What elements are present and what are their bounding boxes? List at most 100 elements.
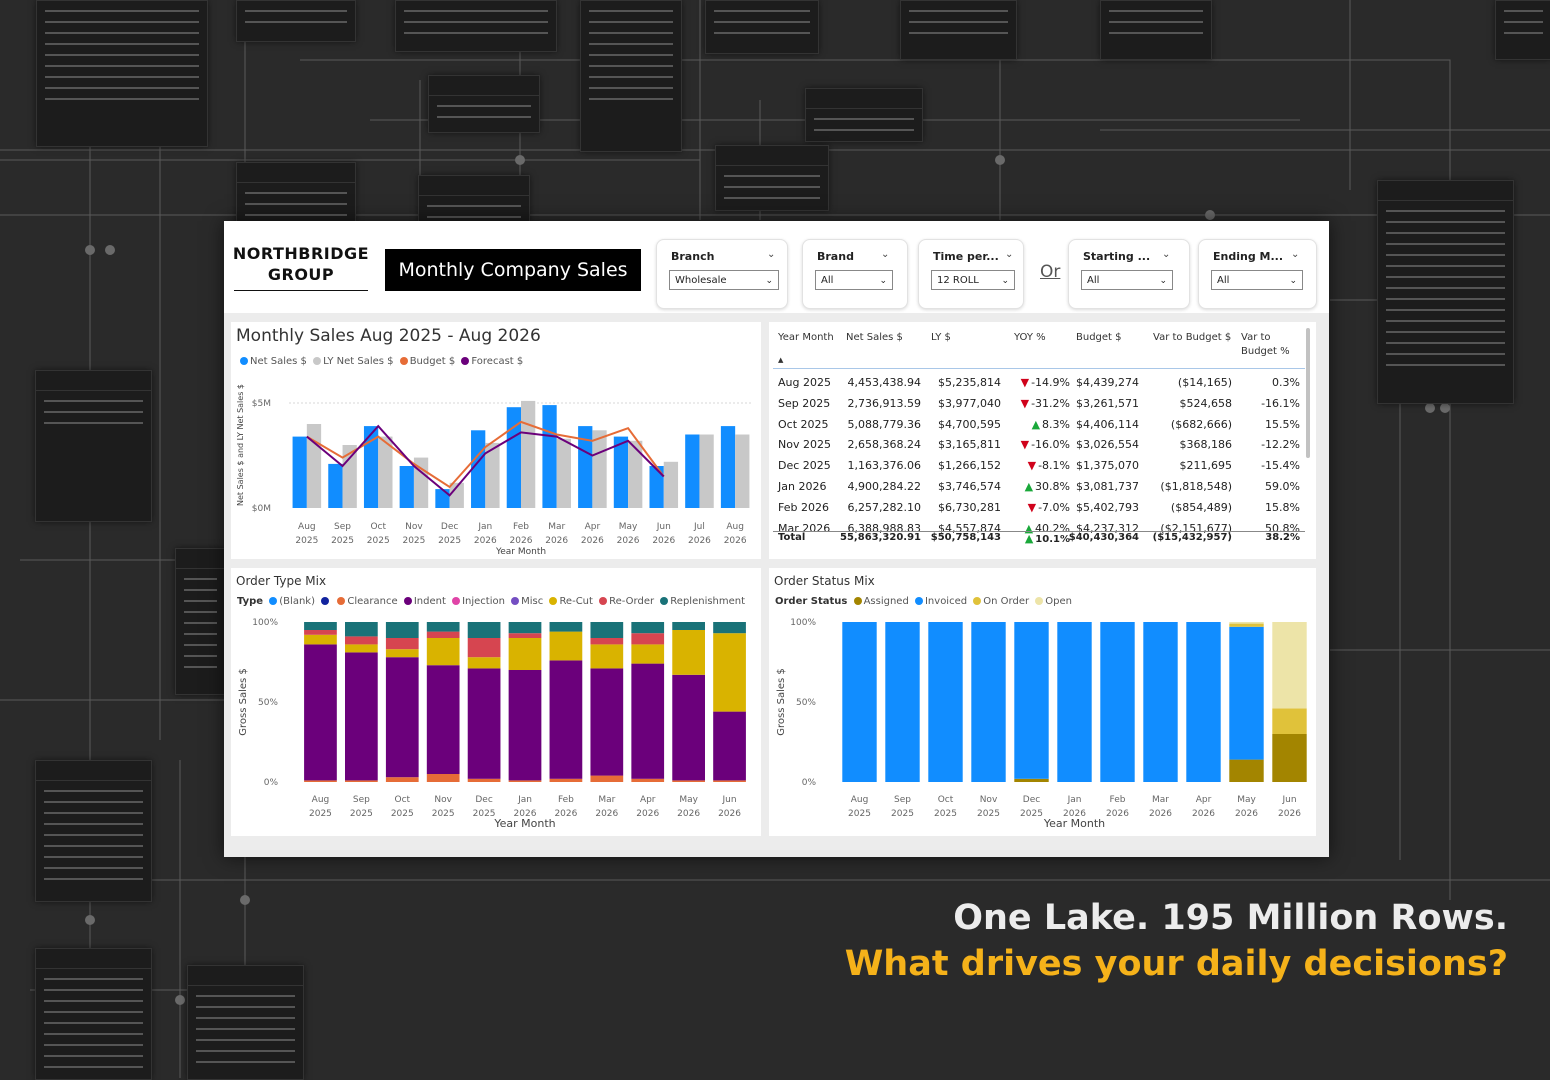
legend-item[interactable]: Budget $: [409, 356, 456, 367]
sort-ascending-icon[interactable]: ▲: [778, 356, 784, 364]
bar-segment-clearance: [304, 780, 337, 782]
column-header[interactable]: Year Month: [778, 332, 834, 343]
legend-dot: [240, 357, 248, 365]
legend-item[interactable]: Misc: [521, 596, 544, 607]
x-tick-label: Oct: [938, 795, 954, 805]
legend-item[interactable]: Forecast $: [471, 356, 524, 367]
table-row[interactable]: Jan 2026 4,900,284.22 $3,746,574 ▲ 30.8% $3,0…: [773, 476, 1305, 496]
header-divider: [773, 368, 1305, 369]
slicer-branch[interactable]: Branch ⌄ Wholesale ⌄: [656, 239, 788, 309]
bar-segment-on-order: [1272, 708, 1307, 734]
x-tick-label: 2026: [1192, 809, 1215, 819]
slicer-starting-month[interactable]: Starting ... ⌄ All ⌄: [1068, 239, 1190, 309]
bar-segment-replenishment: [590, 622, 624, 638]
order-status-plot: 0% 50% 100% Gross Sales $ Aug 2025 Sep 2025 Oct 2…: [776, 618, 1307, 830]
bar-net-sales: [613, 436, 629, 508]
table-cell: Jan 2026: [778, 480, 827, 493]
column-header[interactable]: Var to Budget $: [1153, 332, 1232, 343]
bar-segment-indent: [631, 663, 665, 779]
table-cell: ▼ -7.0%: [1028, 501, 1070, 514]
bar-segment-re-order: [426, 631, 460, 638]
bar-net-sales: [292, 436, 307, 508]
bar-ly-net-sales: [556, 438, 571, 508]
monthly-sales-chart[interactable]: Monthly Sales Aug 2025 - Aug 2026 Net Sa…: [231, 322, 761, 559]
legend-item[interactable]: Indent: [413, 596, 446, 607]
x-tick-label: 2026: [652, 536, 675, 546]
column-header[interactable]: Var to Budget %: [1241, 332, 1290, 357]
legend-item[interactable]: Clearance: [347, 596, 398, 607]
order-type-plot: 0% 50% 100% Gross Sales $ Aug 2025 Sep 2025 Oct 2…: [238, 618, 746, 830]
slicer-dropdown[interactable]: Wholesale ⌄: [669, 270, 779, 290]
x-tick-label: 2026: [688, 536, 711, 546]
table-row[interactable]: Sep 2025 2,736,913.59 $3,977,040 ▼ -31.2% $3,…: [773, 393, 1305, 413]
chevron-down-icon[interactable]: ⌄: [1005, 249, 1014, 260]
table-cell: -15.4%: [1261, 459, 1300, 473]
slicer-dropdown[interactable]: All ⌄: [1081, 270, 1173, 290]
column-header[interactable]: Net Sales $: [846, 332, 903, 343]
legend-item[interactable]: Assigned: [863, 596, 909, 607]
table-row[interactable]: Oct 2025 5,088,779.36 $4,700,595 ▲ 8.3% $4,40…: [773, 414, 1305, 434]
bar-segment-indent: [345, 652, 378, 781]
chevron-down-icon[interactable]: ⌄: [767, 249, 776, 260]
table-cell: $4,439,274: [1076, 376, 1139, 389]
legend-item[interactable]: On Order: [983, 596, 1030, 607]
table-cell: $3,746,574: [938, 480, 1001, 493]
legend-item[interactable]: LY Net Sales $: [323, 356, 394, 367]
legend-item[interactable]: Open: [1045, 596, 1072, 607]
legend-item[interactable]: Re-Order: [609, 596, 655, 607]
slicer-brand[interactable]: Brand ⌄ All ⌄: [802, 239, 908, 309]
sales-matrix-table[interactable]: Year Month Net Sales $ LY $ YOY % Budget $ Va…: [769, 322, 1316, 559]
table-row[interactable]: Aug 2025 4,453,438.94 $5,235,814 ▼ -14.9% $4,…: [773, 372, 1305, 392]
chevron-down-icon[interactable]: ⌄: [881, 249, 890, 260]
table-row[interactable]: Nov 2025 2,658,368.24 $3,165,811 ▼ -16.0% $3,…: [773, 434, 1305, 454]
model-table-card: [175, 548, 226, 695]
bar-net-sales: [720, 426, 736, 508]
bar-segment-re-order: [304, 630, 337, 635]
table-scrollbar[interactable]: [1306, 328, 1310, 458]
table-row[interactable]: Feb 2026 6,257,282.10 $6,730,281 ▼ -7.0% $5,4…: [773, 497, 1305, 517]
bar-segment-indent: [549, 660, 583, 779]
table-cell: ▼ -8.1%: [1028, 459, 1070, 472]
legend-title: Order Status: [775, 596, 848, 607]
order-status-mix-chart[interactable]: Order Status Mix Order Status Assigned I…: [769, 568, 1316, 836]
x-tick-label: 2025: [438, 536, 461, 546]
order-type-mix-chart[interactable]: Order Type Mix Type (Blank) Clearance In…: [231, 568, 761, 836]
slicer-dropdown[interactable]: All ⌄: [815, 270, 893, 290]
bar-segment-invoiced: [842, 622, 877, 782]
report-header: NORTHBRIDGE GROUP Monthly Company Sales …: [224, 221, 1329, 313]
bar-segment-re-cut: [467, 657, 501, 669]
table-cell: $6,730,281: [938, 500, 1001, 514]
slicer-dropdown[interactable]: All ⌄: [1211, 270, 1303, 290]
table-row[interactable]: Dec 2025 1,163,376.06 $1,266,152 ▼ -8.1% $1,3…: [773, 455, 1305, 475]
y-axis-title: Gross Sales $: [238, 668, 249, 736]
table-cell: $50,758,143: [930, 532, 1001, 543]
chart-title: Order Type Mix: [236, 574, 327, 588]
x-tick-label: Jan: [1067, 795, 1082, 805]
legend-item[interactable]: Replenishment: [670, 596, 746, 607]
x-tick-label: 2025: [473, 809, 496, 819]
x-axis-title: Year Month: [493, 817, 555, 830]
slicer-label: Ending M...: [1213, 250, 1284, 263]
column-header[interactable]: YOY %: [1014, 332, 1046, 343]
legend-item[interactable]: Net Sales $: [250, 356, 307, 367]
legend-item[interactable]: Injection: [462, 596, 505, 607]
bar-segment-invoiced: [1186, 622, 1221, 782]
chevron-down-icon[interactable]: ⌄: [1291, 249, 1300, 260]
legend-item[interactable]: Re-Cut: [559, 596, 593, 607]
slicer-dropdown[interactable]: 12 ROLL ⌄: [931, 270, 1015, 290]
column-header[interactable]: LY $: [931, 332, 951, 343]
legend-item[interactable]: Invoiced: [924, 596, 968, 607]
slicer-time-period[interactable]: Time per... ⌄ 12 ROLL ⌄: [918, 239, 1024, 309]
chevron-down-icon[interactable]: ⌄: [1162, 249, 1171, 260]
column-header[interactable]: Budget $: [1076, 332, 1122, 343]
bar-segment-re-order: [345, 636, 378, 645]
bar-segment-clearance: [672, 780, 705, 782]
model-table-card: [418, 175, 530, 223]
legend-item[interactable]: (Blank): [279, 596, 315, 607]
slicer-ending-month[interactable]: Ending M... ⌄ All ⌄: [1198, 239, 1317, 309]
chevron-down-icon: ⌄: [765, 276, 773, 286]
slicer-value: Wholesale: [675, 275, 727, 286]
x-tick-label: 2025: [295, 536, 318, 546]
table-total-row[interactable]: Total 55,863,320.91 $50,758,143 ▲ 10.1% $40,4…: [773, 528, 1305, 548]
bar-ly-net-sales: [663, 461, 679, 508]
